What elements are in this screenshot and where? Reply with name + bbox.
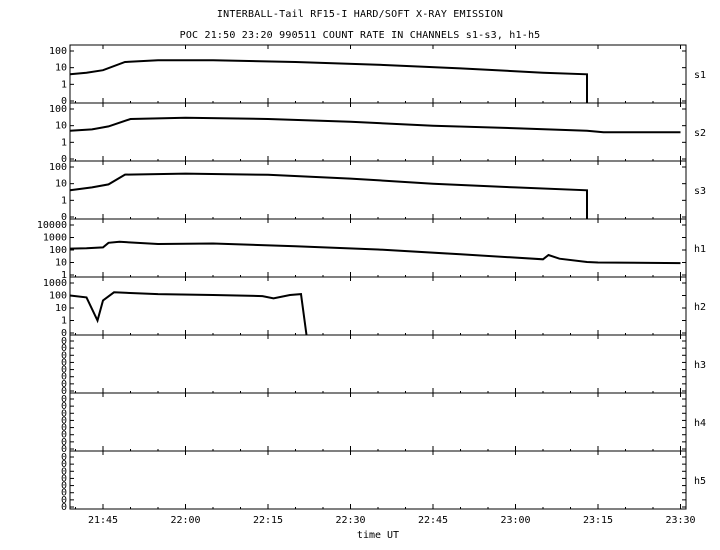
x-tick-label: 23:15 bbox=[583, 515, 613, 526]
y-tick-label: 10 bbox=[55, 179, 67, 190]
series-line-h1 bbox=[69, 240, 681, 265]
y-tick-label: 0 bbox=[61, 466, 67, 477]
y-tick-label: 1000 bbox=[43, 233, 67, 244]
y-tick-label: 1000 bbox=[43, 278, 67, 289]
series-line-h2 bbox=[69, 291, 308, 336]
y-tick-label: 100 bbox=[49, 46, 67, 57]
y-tick-label: 0 bbox=[61, 212, 67, 223]
y-tick-label: 0 bbox=[61, 444, 67, 455]
x-tick-label: 23:30 bbox=[665, 515, 695, 526]
x-tick-label: 21:45 bbox=[88, 515, 118, 526]
y-tick-label: 10 bbox=[55, 63, 67, 74]
x-tick-label: 22:00 bbox=[170, 515, 200, 526]
y-tick-label: 0 bbox=[61, 502, 67, 513]
y-tick-label: 0 bbox=[61, 357, 67, 368]
y-tick-label: 0 bbox=[61, 343, 67, 354]
y-tick-label: 10 bbox=[55, 121, 67, 132]
panel-label-h2: h2 bbox=[694, 302, 706, 313]
series-line-s3 bbox=[69, 172, 588, 219]
y-tick-label: 0 bbox=[61, 154, 67, 165]
x-tick-label: 22:15 bbox=[253, 515, 283, 526]
y-tick-label: 1 bbox=[61, 270, 67, 281]
y-tick-label: 0 bbox=[61, 488, 67, 499]
x-tick-label: 22:45 bbox=[418, 515, 448, 526]
y-tick-label: 0 bbox=[61, 372, 67, 383]
y-tick-label: 0 bbox=[61, 437, 67, 448]
y-tick-label: 1 bbox=[61, 137, 67, 148]
y-tick-label: 1 bbox=[61, 195, 67, 206]
y-tick-label: 0 bbox=[61, 452, 67, 463]
panel-label-h1: h1 bbox=[694, 244, 706, 255]
y-tick-label: 100 bbox=[49, 291, 67, 302]
y-tick-label: 0 bbox=[61, 336, 67, 347]
x-tick-label: 23:00 bbox=[500, 515, 530, 526]
panel-label-h3: h3 bbox=[694, 360, 706, 371]
y-tick-label: 0 bbox=[61, 379, 67, 390]
y-tick-label: 100 bbox=[49, 245, 67, 256]
tick-labels: s11001010s21001010s31001010h110000100010… bbox=[37, 46, 706, 526]
x-axis-label: time UT bbox=[357, 530, 399, 541]
panel-label-s2: s2 bbox=[694, 128, 706, 139]
panel-label-s1: s1 bbox=[694, 70, 706, 81]
series-lines bbox=[69, 59, 681, 336]
y-tick-label: 0 bbox=[61, 386, 67, 397]
panel-label-h4: h4 bbox=[694, 418, 706, 429]
panel-label-h5: h5 bbox=[694, 476, 706, 487]
y-tick-label: 0 bbox=[61, 96, 67, 107]
y-tick-label: 10 bbox=[55, 303, 67, 314]
y-tick-label: 0 bbox=[61, 415, 67, 426]
y-tick-label: 0 bbox=[61, 394, 67, 405]
y-tick-label: 100 bbox=[49, 162, 67, 173]
chart-title: INTERBALL-Tail RF15-I HARD/SOFT X-RAY EM… bbox=[216, 9, 504, 20]
y-tick-label: 1 bbox=[61, 316, 67, 327]
series-line-s1 bbox=[69, 59, 588, 103]
y-tick-label: 0 bbox=[61, 495, 67, 506]
y-tick-label: 0 bbox=[61, 423, 67, 434]
y-tick-label: 1 bbox=[61, 79, 67, 90]
y-tick-label: 0 bbox=[61, 350, 67, 361]
y-tick-label: 0 bbox=[61, 328, 67, 339]
y-tick-label: 0 bbox=[61, 430, 67, 441]
chart-subtitle: POC 21:50 23:20 990511 COUNT RATE IN CHA… bbox=[179, 30, 541, 41]
y-tick-label: 100 bbox=[49, 104, 67, 115]
y-tick-label: 0 bbox=[61, 481, 67, 492]
y-tick-label: 0 bbox=[61, 459, 67, 470]
y-tick-label: 0 bbox=[61, 408, 67, 419]
y-tick-label: 0 bbox=[61, 365, 67, 376]
y-tick-label: 10 bbox=[55, 258, 67, 269]
tick-marks bbox=[70, 45, 686, 509]
y-tick-label: 0 bbox=[61, 473, 67, 484]
y-tick-label: 0 bbox=[61, 401, 67, 412]
x-tick-label: 22:30 bbox=[335, 515, 365, 526]
series-line-s2 bbox=[69, 116, 681, 134]
y-tick-label: 10000 bbox=[37, 220, 67, 231]
panel-label-s3: s3 bbox=[694, 186, 706, 197]
